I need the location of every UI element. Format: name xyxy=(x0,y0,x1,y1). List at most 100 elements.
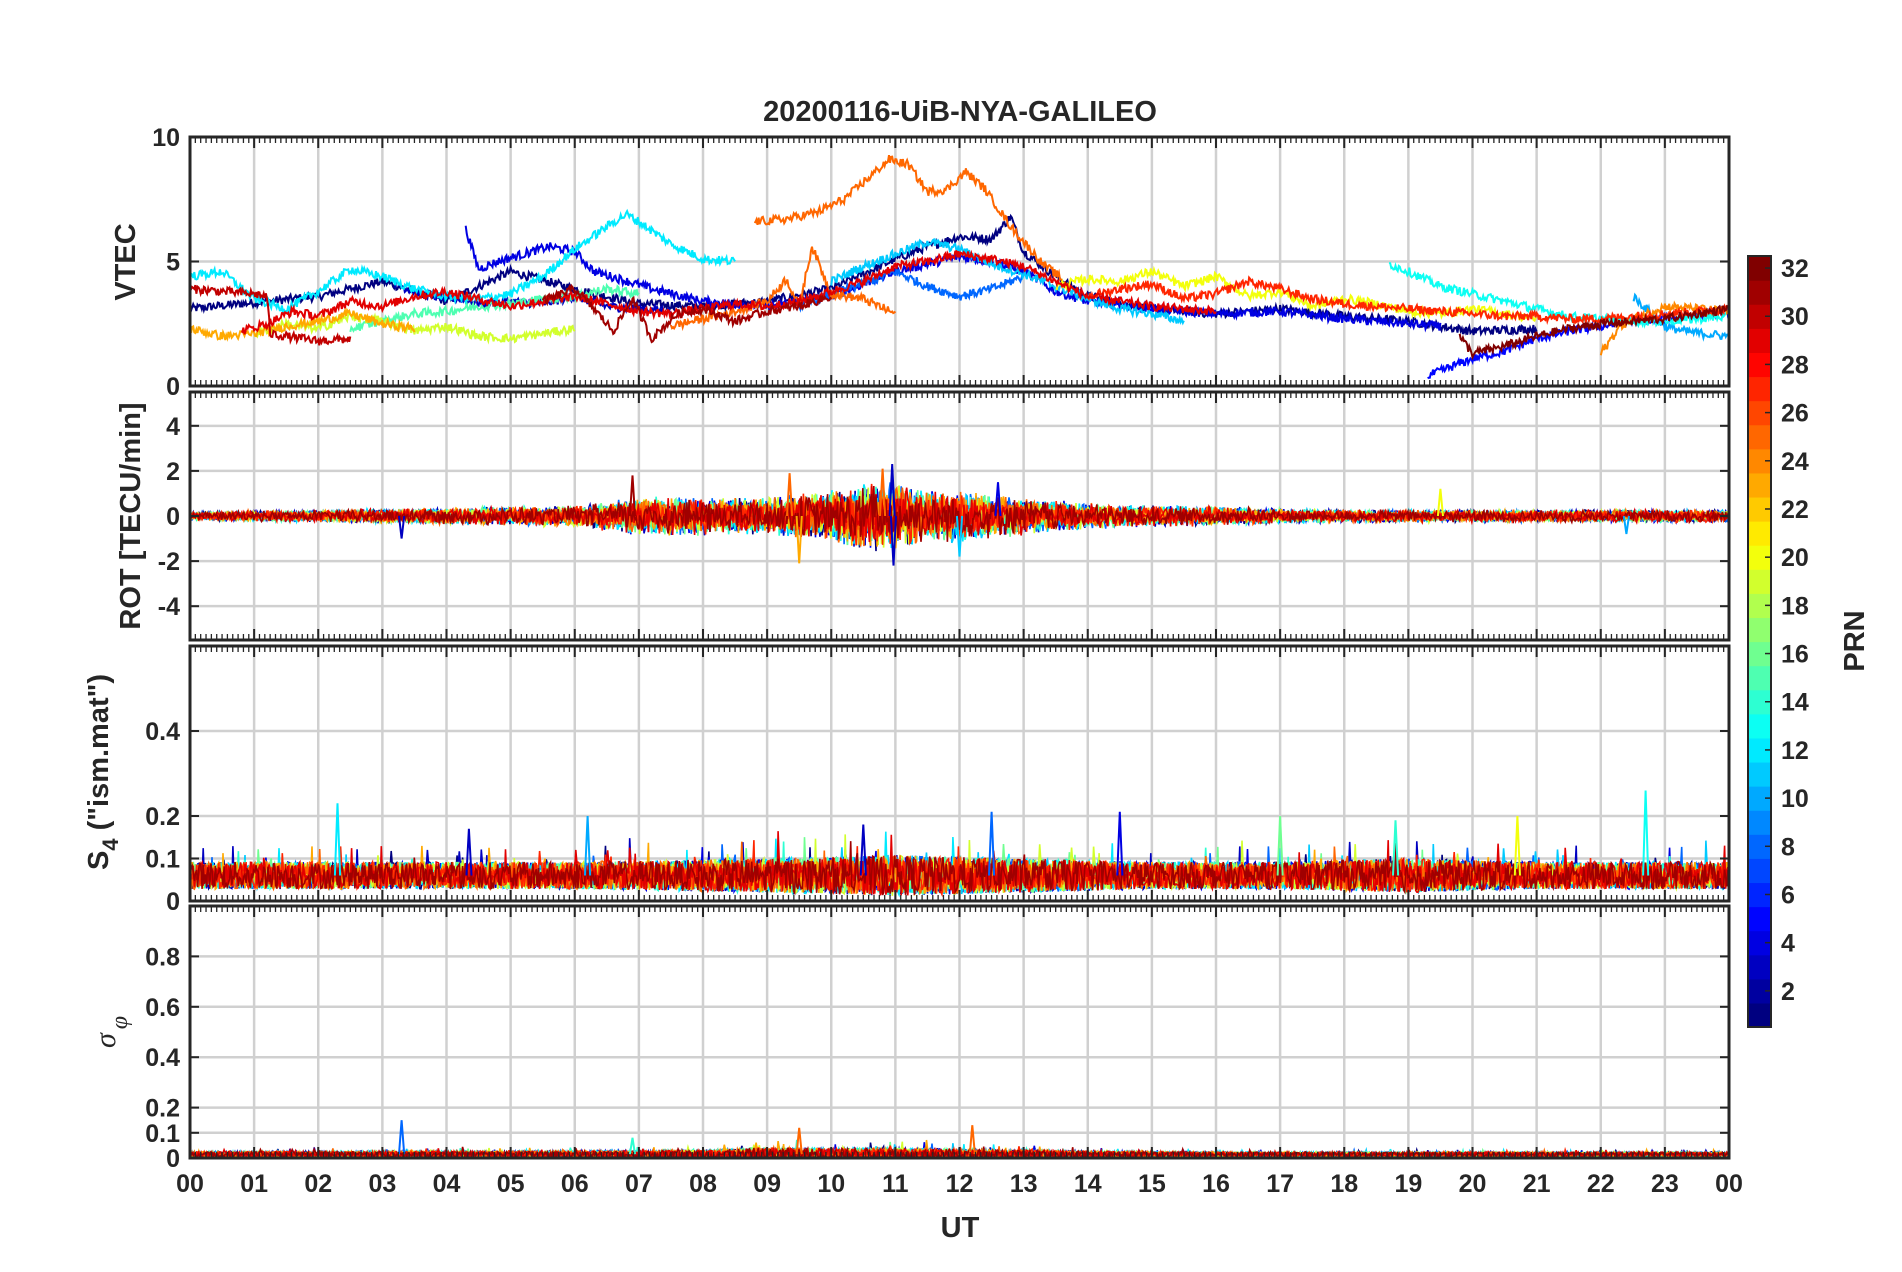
s4-ytick-label: 0.4 xyxy=(145,718,180,746)
s4-ytick-label: 0 xyxy=(166,888,180,916)
vtec-series-line xyxy=(253,312,576,345)
rot-spike xyxy=(628,475,636,517)
s4-spike xyxy=(333,803,342,876)
colorbar-segment xyxy=(1748,352,1771,378)
colorbar-segment xyxy=(1748,304,1771,329)
rot-spike xyxy=(879,468,887,517)
s4-spike xyxy=(1116,811,1124,876)
sigma-spike xyxy=(398,1120,406,1155)
s4-series-line xyxy=(190,841,1729,896)
x-tick-label: 23 xyxy=(1651,1170,1679,1198)
s4-spike xyxy=(859,824,867,876)
colorbar-tick-label: 28 xyxy=(1781,351,1809,379)
colorbar-segment xyxy=(1748,978,1771,1004)
rot-spike xyxy=(888,464,896,517)
x-tick-label: 01 xyxy=(240,1170,268,1198)
vtec-series-line xyxy=(1458,304,1729,361)
vtec-series-line xyxy=(1086,275,1729,326)
vtec-series-line xyxy=(830,237,1185,326)
s4-ylabel: S4 ("ism.mat") xyxy=(83,674,123,870)
rot-series-line xyxy=(190,485,1729,542)
panel-rot: -4 -2 0 2 4 ROT [TECU/min] xyxy=(115,390,1731,642)
chart-title: 20200116-UiB-NYA-GALILEO xyxy=(763,96,1157,128)
x-tick-labels: 00 01 02 03 04 05 06 07 08 09 10 11 12 13 14 15 16 17 18 19… xyxy=(176,1170,1743,1198)
x-axis-label: UT xyxy=(941,1212,980,1244)
colorbar-tick-label: 6 xyxy=(1781,881,1795,909)
rot-spike xyxy=(1436,488,1444,517)
colorbar-tick-label: 30 xyxy=(1781,303,1809,331)
s4-spike xyxy=(988,811,996,876)
colorbar-frame xyxy=(1747,255,1772,1028)
colorbar-segment xyxy=(1748,737,1771,763)
colorbar-segment xyxy=(1748,280,1771,305)
colorbar-segment xyxy=(1748,906,1771,932)
colorbar-segment xyxy=(1748,472,1771,498)
colorbar-tick-label: 16 xyxy=(1781,641,1809,669)
x-tick-label: 02 xyxy=(304,1170,332,1198)
rot-series xyxy=(190,464,1729,566)
x-tick-label: 20 xyxy=(1459,1170,1487,1198)
colorbar-tick-label: 12 xyxy=(1781,737,1809,765)
sigma-ylabel: σφ xyxy=(89,1016,133,1048)
x-tick-label: 00 xyxy=(176,1170,204,1198)
rot-ytick-label: -2 xyxy=(158,548,180,576)
colorbar-segment xyxy=(1748,545,1771,570)
colorbar-segment xyxy=(1748,786,1771,811)
colorbar-segment xyxy=(1748,617,1771,643)
colorbar-tick-label: 8 xyxy=(1781,833,1795,861)
x-tick-label: 15 xyxy=(1138,1170,1166,1198)
colorbar-tick-label: 20 xyxy=(1781,544,1809,572)
colorbar-segment xyxy=(1748,641,1771,667)
rot-spike xyxy=(889,515,897,566)
x-tick-label: 06 xyxy=(561,1170,589,1198)
vtec-series-line xyxy=(190,284,352,346)
s4-spike xyxy=(1642,790,1650,876)
x-tick-label: 12 xyxy=(946,1170,974,1198)
vtec-ytick-label: 0 xyxy=(166,373,180,401)
x-tick-label: 13 xyxy=(1010,1170,1038,1198)
x-tick-label: 09 xyxy=(753,1170,781,1198)
vtec-series xyxy=(190,154,1729,380)
colorbar-segment xyxy=(1748,810,1771,835)
rot-ytick-label: 0 xyxy=(166,503,180,531)
s4-series-line xyxy=(190,831,1729,896)
sigma-ytick-label: 0.8 xyxy=(145,943,180,971)
colorbar-segment xyxy=(1748,858,1771,884)
colorbar-segment xyxy=(1748,689,1771,715)
vtec-series-line xyxy=(1632,292,1729,342)
x-tick-label: 00 xyxy=(1715,1170,1743,1198)
sigma-ylabel-main: σ xyxy=(89,1032,122,1048)
colorbar-segment xyxy=(1748,761,1771,787)
x-tick-label: 16 xyxy=(1202,1170,1230,1198)
x-tick-label: 08 xyxy=(689,1170,717,1198)
s4-spike xyxy=(1513,815,1521,876)
vtec-series-line xyxy=(190,307,416,342)
colorbar-segment xyxy=(1748,593,1771,618)
sigma-ytick-label: 0 xyxy=(166,1145,180,1173)
colorbar-segment xyxy=(1748,448,1771,474)
sigma-grid xyxy=(190,906,1729,1160)
rot-ytick-label: 2 xyxy=(166,458,180,486)
sigma-ytick-label: 0.1 xyxy=(145,1120,180,1148)
vtec-series-line xyxy=(753,154,1063,281)
colorbar-segment xyxy=(1748,400,1771,426)
vtec-series-line xyxy=(669,246,897,332)
colorbar-segment xyxy=(1748,424,1771,450)
panel-vtec: 0 5 10 VTEC xyxy=(110,124,1731,401)
colorbar-tick-label: 24 xyxy=(1781,448,1809,476)
x-tick-label: 14 xyxy=(1074,1170,1102,1198)
colorbar-tick-label: 32 xyxy=(1781,255,1809,283)
colorbar-segment xyxy=(1748,376,1771,402)
s4-spike xyxy=(584,815,592,876)
x-tick-label: 10 xyxy=(817,1170,845,1198)
colorbar-tick-label: 4 xyxy=(1781,930,1795,958)
vtec-ytick-label: 5 xyxy=(166,249,180,277)
s4-series xyxy=(190,790,1729,898)
x-tick-label: 03 xyxy=(368,1170,396,1198)
s4-spike xyxy=(1392,820,1400,876)
colorbar-segment xyxy=(1748,569,1771,594)
colorbar-tick-label: 14 xyxy=(1781,689,1809,717)
vtec-series-line xyxy=(240,249,1217,335)
